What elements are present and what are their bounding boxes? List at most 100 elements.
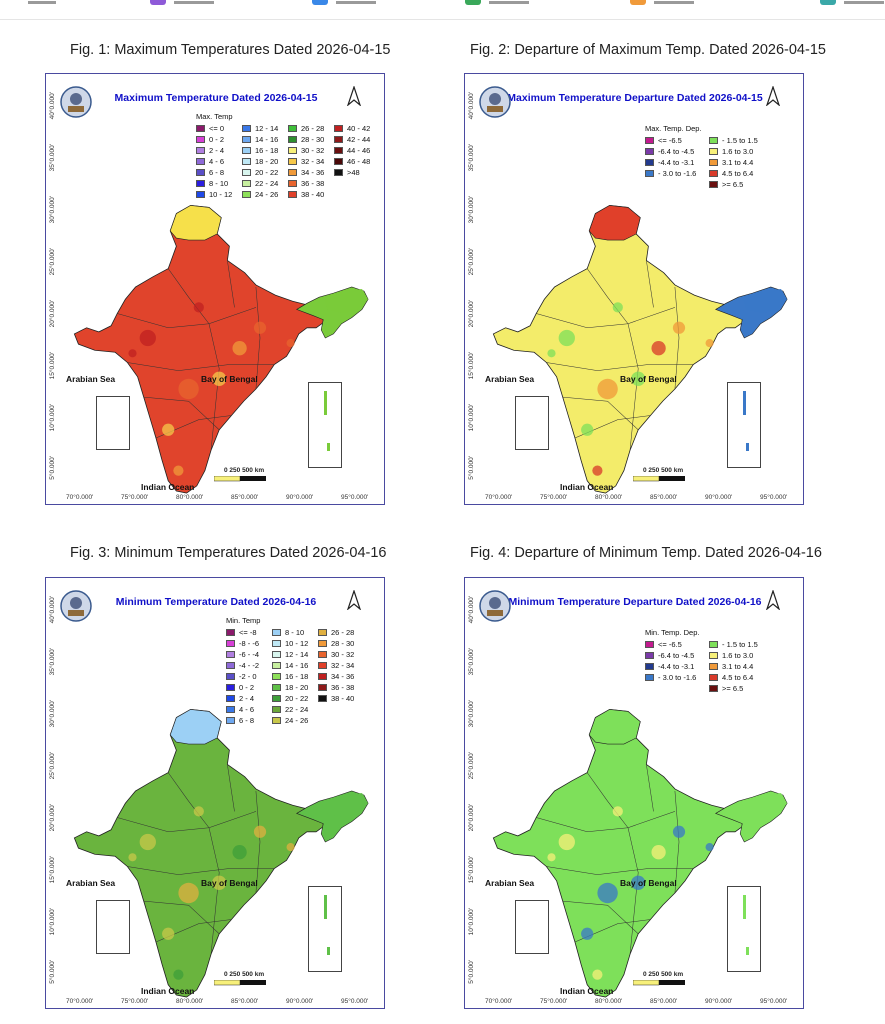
latitude-label: 15°0.000' — [49, 856, 56, 884]
bookmark-item[interactable] — [28, 0, 56, 6]
data-spot — [139, 833, 156, 851]
legend-swatch — [288, 180, 297, 187]
data-spot — [173, 465, 184, 476]
legend-entry: 8 - 10 — [196, 178, 228, 189]
bookmark-label-fragment — [336, 1, 376, 4]
data-spot — [193, 302, 204, 313]
legend-entry: 28 - 30 — [318, 638, 354, 649]
data-spot — [592, 969, 603, 980]
latitude-label: 10°0.000' — [49, 404, 56, 432]
legend-entry: 30 - 32 — [288, 145, 324, 156]
legend-swatch — [645, 148, 654, 155]
data-spot — [178, 882, 199, 904]
legend-label: 36 - 38 — [331, 683, 355, 692]
latitude-label: 5°0.000' — [49, 960, 56, 984]
figure-caption: Fig. 4: Departure of Minimum Temp. Dated… — [470, 545, 822, 561]
legend-swatch — [288, 136, 297, 143]
data-spot — [232, 341, 247, 356]
legend-label: 26 - 28 — [301, 124, 325, 133]
legend-swatch — [288, 147, 297, 154]
latitude-label: 15°0.000' — [468, 856, 475, 884]
legend-entry: - 1.5 to 1.5 — [709, 639, 758, 650]
legend-label: 10 - 12 — [285, 639, 309, 648]
data-spot — [705, 339, 714, 348]
map-title: Minimum Temperature Departure Dated 2026… — [508, 596, 762, 608]
legend-swatch — [318, 695, 327, 702]
data-spot — [212, 875, 227, 890]
bay-of-bengal-label: Bay of Bengal — [201, 878, 258, 888]
andaman-islands-shape — [743, 391, 749, 451]
legend-swatch — [709, 137, 718, 144]
andaman-inset — [727, 886, 761, 972]
bookmark-label-fragment — [654, 1, 694, 4]
legend-swatch — [196, 136, 205, 143]
latitude-label: 5°0.000' — [468, 456, 475, 480]
legend-label: 20 - 22 — [255, 168, 279, 177]
legend-label: - 1.5 to 1.5 — [722, 136, 758, 145]
bookmark-label-fragment — [844, 1, 884, 4]
north-arrow-icon — [347, 86, 361, 106]
arabian-sea-label: Arabian Sea — [66, 374, 116, 384]
data-spot — [162, 423, 175, 436]
bookmark-item[interactable] — [150, 0, 214, 6]
bookmark-item[interactable] — [465, 0, 529, 6]
legend-label: - 1.5 to 1.5 — [722, 640, 758, 649]
legend-swatch — [645, 663, 654, 670]
longitude-label: 85°0.000' — [231, 998, 259, 1005]
map-panel[interactable]: Minimum Temperature Dated 2026-04-16 Min.… — [45, 577, 385, 1009]
legend-label: -4.4 to -3.1 — [658, 158, 695, 167]
legend-label: -4 - -2 — [239, 661, 260, 670]
legend-entry: 1.6 to 3.0 — [709, 146, 753, 157]
legend-swatch — [709, 159, 718, 166]
data-spot — [672, 825, 686, 838]
legend-swatch — [709, 181, 718, 188]
legend-label: 40 - 42 — [347, 124, 371, 133]
legend-swatch — [645, 137, 654, 144]
longitude-label: 80°0.000' — [595, 998, 623, 1005]
data-spot — [128, 853, 137, 862]
legend-swatch — [226, 651, 235, 658]
bookmark-label-fragment — [489, 1, 529, 4]
legend-entry: 0 - 2 — [226, 682, 254, 693]
legend-title: Max. Temp — [196, 112, 233, 121]
bookmark-item[interactable] — [630, 0, 694, 6]
legend-label: - 3.0 to -1.6 — [658, 169, 697, 178]
data-spot — [212, 371, 227, 386]
legend-label: 46 - 48 — [347, 157, 371, 166]
legend-label: 26 - 28 — [331, 628, 355, 637]
bookmark-label-fragment — [174, 1, 214, 4]
north-arrow-icon — [766, 86, 780, 106]
legend-entry: 46 - 48 — [334, 156, 370, 167]
legend-swatch — [272, 684, 281, 691]
scale-bar-labels: 0 250 500 km — [643, 971, 684, 978]
latitude-label: 40°0.000' — [468, 596, 475, 624]
latitude-label: 15°0.000' — [468, 352, 475, 380]
bookmark-item[interactable] — [820, 0, 884, 6]
imd-emblem-icon — [479, 86, 511, 118]
latitude-label: 20°0.000' — [468, 300, 475, 328]
data-spot — [286, 843, 295, 852]
map-panel[interactable]: Maximum Temperature Departure Dated 2026… — [464, 73, 804, 505]
legend-entry: 36 - 38 — [318, 682, 354, 693]
legend-label: 38 - 40 — [331, 694, 355, 703]
legend-entry: <= 0 — [196, 123, 224, 134]
scale-bar — [633, 476, 685, 482]
map-panel[interactable]: Maximum Temperature Dated 2026-04-15 Max.… — [45, 73, 385, 505]
map-panel[interactable]: Minimum Temperature Departure Dated 2026… — [464, 577, 804, 1009]
legend-swatch — [242, 180, 251, 187]
bookmark-item[interactable] — [312, 0, 376, 6]
bookmark-favicon-icon — [630, 0, 646, 5]
legend-label: 14 - 16 — [285, 661, 309, 670]
longitude-label: 90°0.000' — [286, 494, 314, 501]
legend-swatch — [709, 170, 718, 177]
legend-swatch — [709, 148, 718, 155]
legend-label: 18 - 20 — [255, 157, 279, 166]
andaman-inset — [727, 382, 761, 468]
data-spot — [631, 875, 646, 890]
legend-label: >= 6.5 — [722, 684, 744, 693]
legend-entry: 20 - 22 — [272, 693, 308, 704]
legend-swatch — [272, 717, 281, 724]
legend-entry: 12 - 14 — [242, 123, 278, 134]
legend-entry: 10 - 12 — [272, 638, 308, 649]
legend-entry: 42 - 44 — [334, 134, 370, 145]
